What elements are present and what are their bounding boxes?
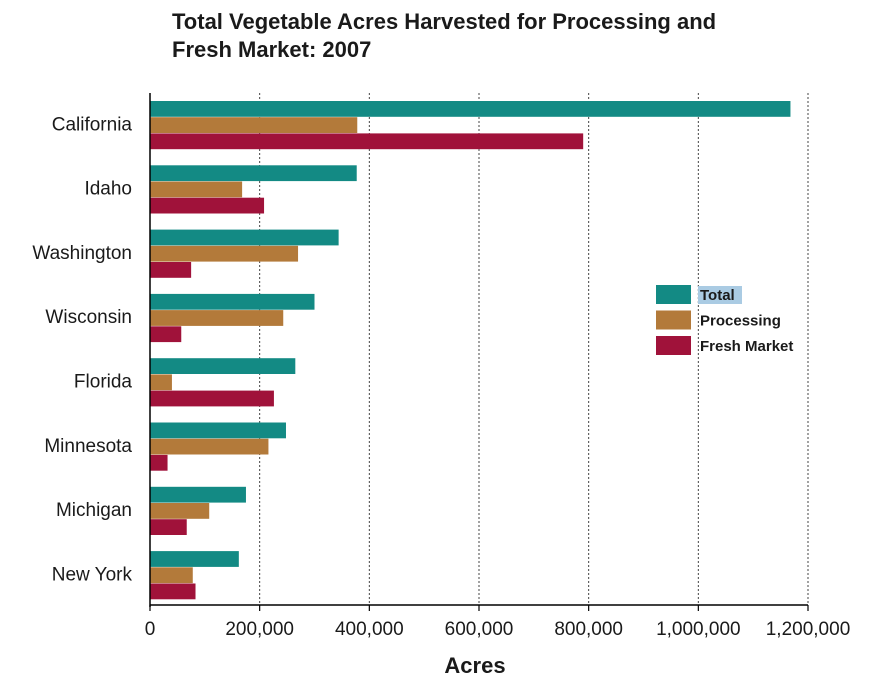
legend-highlight-total (698, 286, 742, 304)
legend-swatch-processing (656, 310, 691, 330)
bar-washington-total (150, 229, 339, 246)
x-tick-label-1: 200,000 (225, 619, 294, 640)
bar-washington-processing (150, 245, 299, 262)
bar-minnesota-fresh-market (150, 454, 168, 471)
bar-minnesota-total (150, 422, 286, 439)
bar-washington-fresh-market (150, 262, 192, 278)
legend-label-processing: Processing (700, 313, 781, 330)
category-label-new-york: New York (52, 564, 133, 585)
legend-swatch-fresh-market (656, 336, 691, 355)
bar-florida-fresh-market (150, 390, 274, 407)
x-tick-label-3: 600,000 (445, 619, 514, 640)
category-label-michigan: Michigan (56, 500, 132, 521)
bar-new-york-processing (150, 567, 193, 584)
bar-minnesota-processing (150, 438, 269, 455)
x-tick-label-0: 0 (145, 619, 156, 640)
legend-swatch-total (656, 285, 691, 304)
bar-idaho-fresh-market (150, 197, 265, 214)
category-label-florida: Florida (74, 372, 133, 393)
x-tick-label-6: 1,200,000 (766, 619, 851, 640)
bar-idaho-total (150, 165, 357, 182)
bar-wisconsin-processing (150, 310, 284, 326)
category-label-wisconsin: Wisconsin (45, 307, 132, 328)
bar-new-york-fresh-market (150, 583, 196, 600)
bar-california-fresh-market (150, 133, 584, 150)
bar-new-york-total (150, 551, 239, 567)
x-axis-title: Acres (444, 653, 505, 677)
bar-idaho-processing (150, 181, 243, 198)
x-tick-label-5: 1,000,000 (656, 619, 741, 640)
bar-wisconsin-total (150, 293, 315, 310)
bar-wisconsin-fresh-market (150, 326, 182, 343)
bar-michigan-fresh-market (150, 519, 187, 535)
bar-michigan-total (150, 486, 246, 503)
category-label-washington: Washington (32, 243, 132, 264)
chart-title: Total Vegetable Acres Harvested for Proc… (172, 8, 852, 64)
x-tick-label-4: 800,000 (554, 619, 623, 640)
category-label-idaho: Idaho (84, 179, 132, 200)
category-label-california: California (52, 114, 133, 135)
legend-label-total: Total (700, 287, 735, 304)
chart-title-line-1: Total Vegetable Acres Harvested for Proc… (172, 9, 717, 34)
bar-california-processing (150, 117, 358, 133)
legend-label-fresh-market: Fresh Market (700, 338, 793, 355)
category-label-minnesota: Minnesota (44, 436, 132, 457)
x-tick-label-2: 400,000 (335, 619, 404, 640)
bar-michigan-processing (150, 503, 210, 519)
chart-title-line-2: Fresh Market: 2007 (172, 37, 372, 62)
bar-california-total (150, 101, 791, 117)
bar-florida-processing (150, 374, 172, 391)
bar-florida-total (150, 358, 296, 374)
